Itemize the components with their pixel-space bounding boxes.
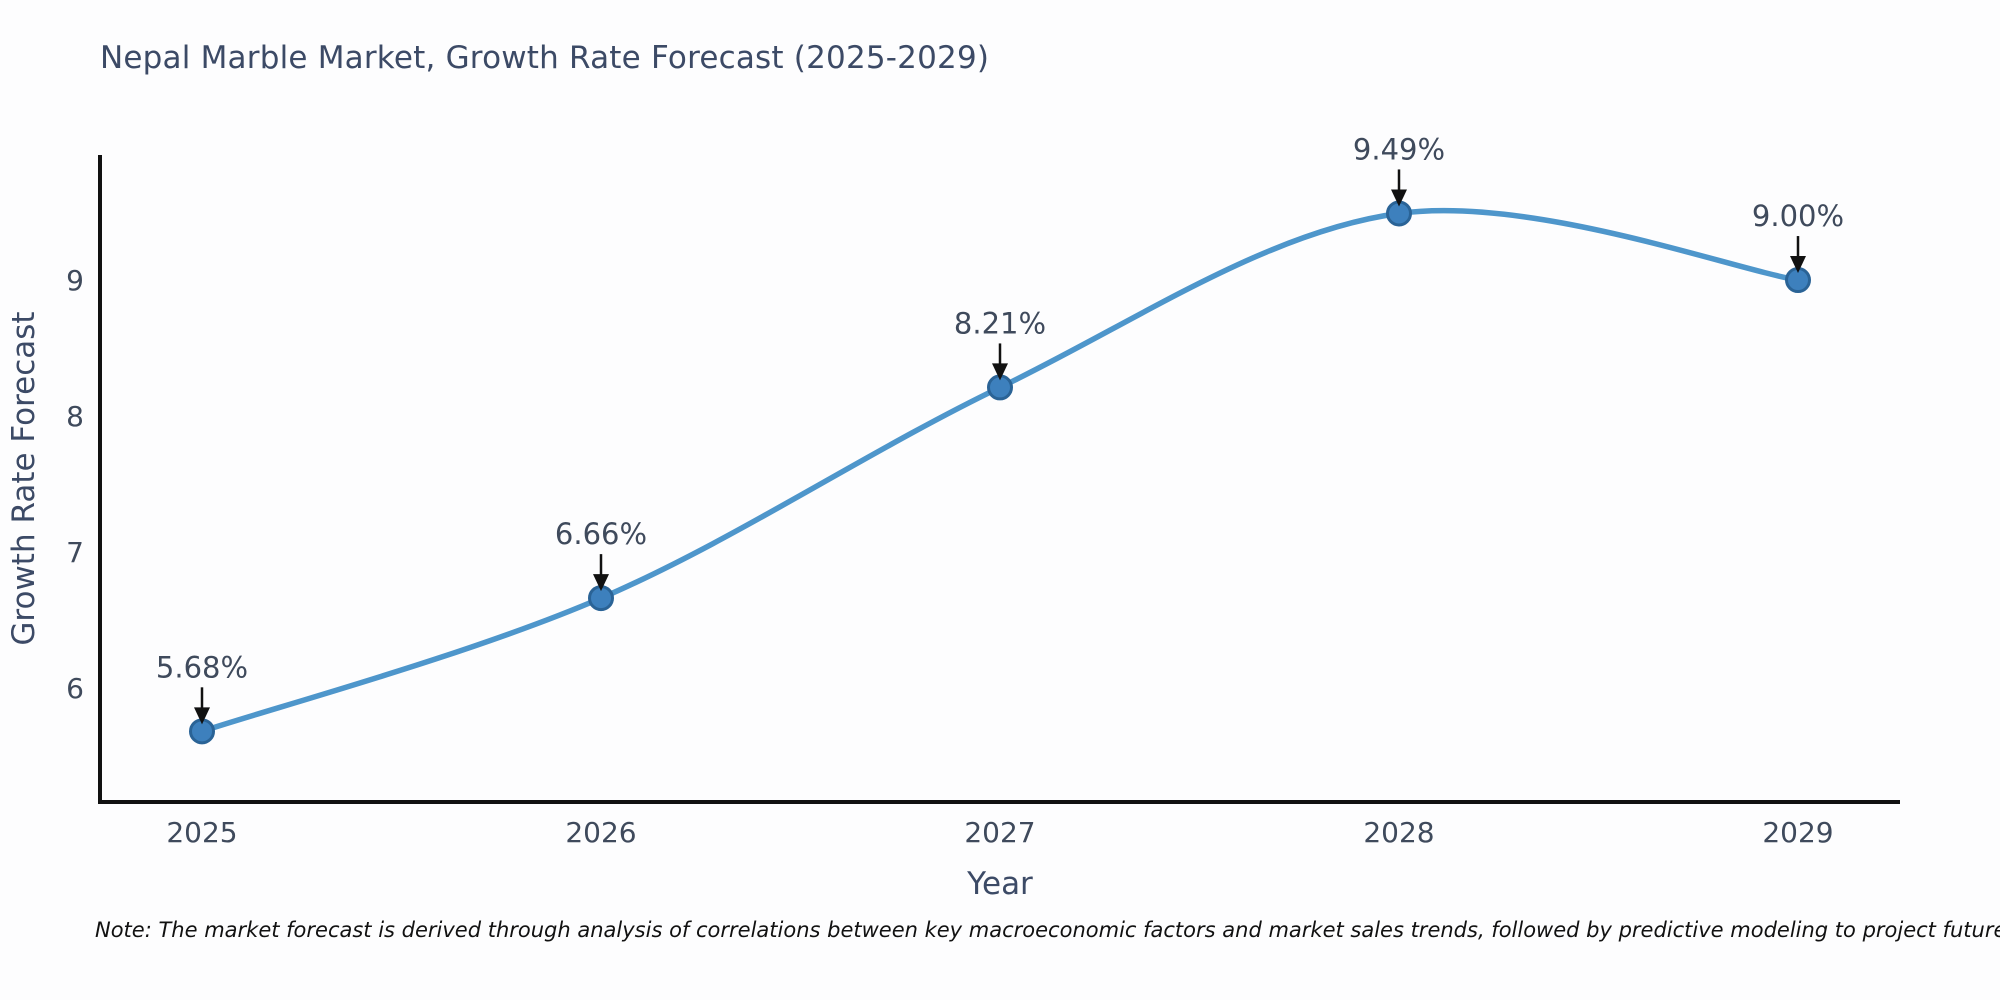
y-tick-label: 8: [66, 400, 84, 433]
annotation-arrow-head: [1391, 189, 1407, 207]
y-tick-label: 6: [66, 672, 84, 705]
chart-title: Nepal Marble Market, Growth Rate Forecas…: [100, 40, 990, 76]
line-series: [199, 207, 1801, 735]
axis-lines: [98, 155, 1900, 804]
x-tick-label: 2026: [565, 816, 636, 849]
point-value-label: 5.68%: [156, 650, 248, 684]
annotation-arrow-head: [194, 707, 210, 725]
point-value-label: 9.49%: [1353, 132, 1445, 166]
annotation-arrow-head: [593, 574, 609, 592]
x-axis-title: Year: [966, 866, 1033, 902]
y-axis-title: Growth Rate Forecast: [6, 311, 42, 645]
y-tick-label: 7: [66, 536, 84, 569]
annotation-arrow-head: [1790, 256, 1806, 274]
annotation-arrow-head: [992, 363, 1008, 381]
x-tick-label: 2029: [1762, 816, 1833, 849]
x-tick-label: 2025: [166, 816, 237, 849]
point-value-label: 6.66%: [555, 517, 647, 551]
point-value-label: 9.00%: [1752, 199, 1844, 233]
x-tick-label: 2028: [1363, 816, 1434, 849]
y-tick-label: 9: [66, 264, 84, 297]
chart-footnote: Note: The market forecast is derived thr…: [95, 918, 2000, 942]
point-value-label: 8.21%: [954, 306, 1046, 340]
x-tick-label: 2027: [964, 816, 1035, 849]
